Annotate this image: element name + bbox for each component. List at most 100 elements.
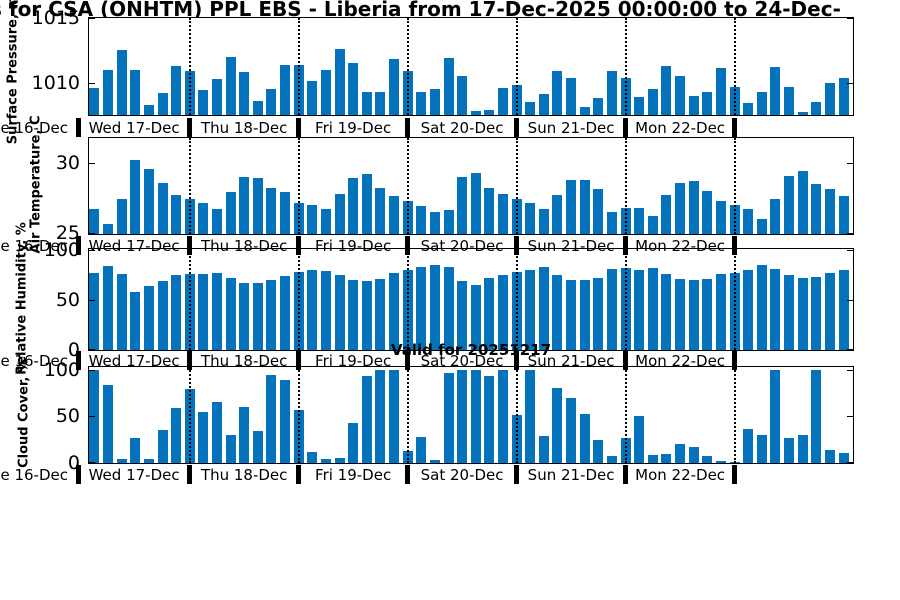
bar [484,109,495,115]
bar [838,270,849,350]
day-label: Fri 19-Dec [315,237,392,255]
bar [579,107,590,115]
day-boundary-tick-mark [732,236,738,255]
y-tick-label: 25 [55,221,80,244]
bar [457,369,468,463]
day-label-row: Tue 16-Dec Wed 17-Dec Thu 18-Dec Fri 19-Dec… [0,351,900,370]
day-boundary-tick-mark [732,351,738,370]
bar [211,208,222,234]
day-boundary-gridline [406,367,409,463]
day-boundary-gridline [188,249,191,350]
bar [538,208,549,234]
bar [252,283,263,350]
bar [443,267,454,350]
bar [593,189,604,234]
bar [389,369,400,463]
bar [320,69,331,115]
bar [416,91,427,115]
day-boundary-tick-mark [296,465,302,484]
y-tick-mark [89,18,95,19]
bar [252,431,263,463]
day-boundary-gridline [406,249,409,350]
bar [348,280,359,350]
y-tick-label: 1015 [31,7,80,29]
bar [157,430,168,463]
bar [470,285,481,350]
bar [143,104,154,115]
y-tick-mark [847,18,853,19]
bar [89,208,100,234]
bar [307,81,318,115]
bar [797,171,808,234]
bar [252,178,263,234]
day-boundary-gridline [733,138,736,234]
day-boundary-gridline [297,18,300,115]
day-label: Wed 17-Dec [88,119,180,137]
bar [389,196,400,234]
bar [824,189,835,234]
bar [797,278,808,350]
bar [211,401,222,463]
day-boundary-tick-mark [187,465,193,484]
bar [429,265,440,350]
bar [280,380,291,463]
bar [566,179,577,234]
day-label: Fri 19-Dec [315,466,392,484]
day-boundary-gridline [624,138,627,234]
bar [239,407,250,463]
bar [579,179,590,234]
prev-day-label: Tue 16-Dec [0,119,68,137]
bar [443,372,454,463]
day-label: Wed 17-Dec [88,352,180,370]
bar [702,455,713,463]
bar [361,376,372,463]
bar [824,449,835,463]
bar [838,452,849,463]
bar [566,280,577,350]
bar [266,280,277,350]
pressure-plot-area [88,17,854,116]
y-tick-label: 30 [55,152,80,175]
y-tick-label: 50 [55,289,80,312]
bar [307,451,318,463]
bar [130,160,141,234]
bar [457,176,468,234]
bar [416,267,427,350]
bar [647,215,658,234]
bar [416,206,427,234]
bar [443,58,454,115]
y-tick-mark [89,300,95,302]
bar [389,59,400,115]
bar [470,111,481,115]
bar [280,64,291,115]
day-boundary-tick-mark [296,351,302,370]
day-boundary-gridline [515,249,518,350]
day-label: Thu 18-Dec [200,352,288,370]
bar [280,276,291,350]
day-boundary-gridline [297,249,300,350]
y-tick-mark [847,300,853,302]
day-label: Fri 19-Dec [315,352,392,370]
bar [743,270,754,350]
y-tick-mark [847,462,853,463]
bar [715,274,726,350]
bar [606,71,617,115]
day-boundary-tick-mark [405,118,411,137]
bar [538,435,549,463]
bar [239,283,250,350]
day-label: Sat 20-Dec [420,237,504,255]
day-boundary-tick-mark [514,465,520,484]
day-label-row: Tue 16-Dec Wed 17-Dec Thu 18-Dec Fri 19-Dec… [0,118,900,137]
day-boundary-gridline [406,18,409,115]
bar [225,56,236,115]
day-label: Sun 21-Dec [527,237,615,255]
y-tick-mark [847,250,853,252]
day-label: Thu 18-Dec [200,237,288,255]
bar [824,273,835,350]
bar [198,411,209,463]
day-label: Thu 18-Dec [200,119,288,137]
bar [320,271,331,350]
prev-day-label: Tue 16-Dec [0,352,68,370]
bar [838,196,849,234]
bar [743,429,754,463]
